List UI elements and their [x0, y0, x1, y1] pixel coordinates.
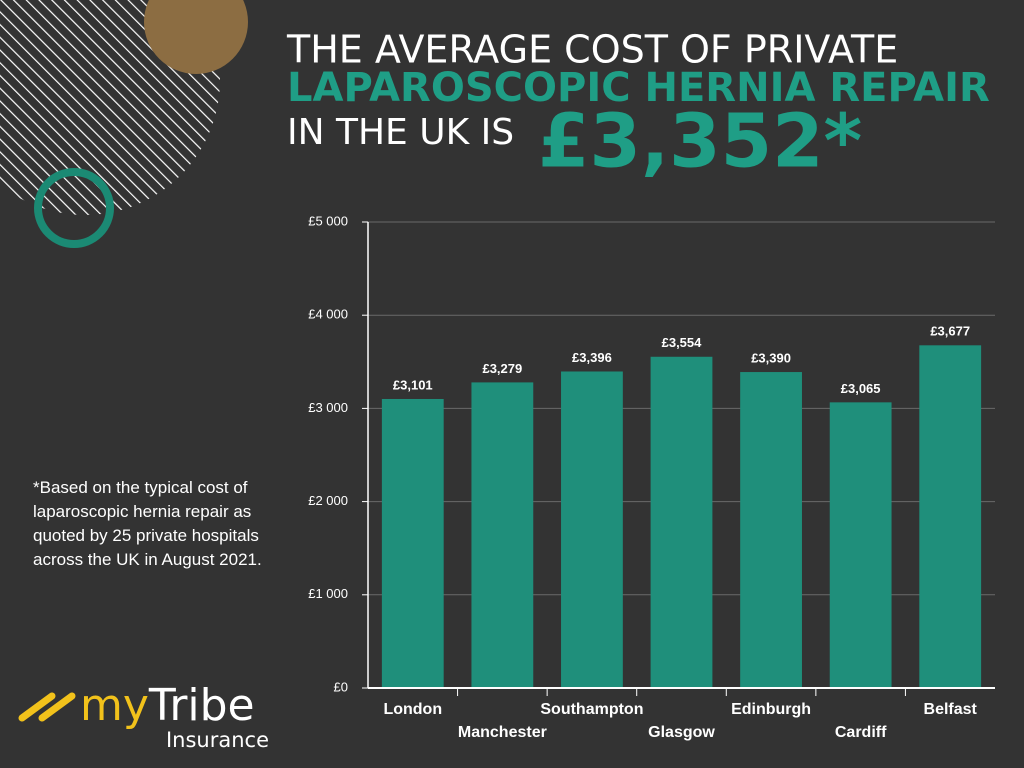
bar — [829, 402, 892, 688]
value-label: £3,677 — [930, 324, 970, 339]
bar — [471, 382, 534, 688]
logo-text: myTribe — [80, 680, 255, 731]
x-tick-label: Glasgow — [648, 724, 715, 741]
x-tick-label: Cardiff — [835, 724, 887, 741]
y-tick-label: £0 — [334, 679, 348, 694]
chart: £0 £1 000 £2 000 £3 000 £4 000 £5 000 £3,101 Lo… — [308, 213, 995, 741]
bar — [381, 398, 444, 688]
y-tick-label: £1 000 — [308, 586, 348, 601]
bar — [740, 372, 802, 688]
decor-circle — [144, 0, 248, 74]
x-tick-label: Belfast — [924, 701, 978, 718]
footnote: *Based on the typical cost of laparoscop… — [33, 478, 262, 569]
logo-mark — [18, 692, 76, 722]
x-tick-label: Southampton — [540, 701, 643, 718]
logo: myTribe Insurance — [18, 680, 269, 752]
bar — [561, 371, 623, 688]
x-tick-label: Manchester — [458, 724, 547, 741]
headline: THE AVERAGE COST OF PRIVATE — [286, 28, 898, 72]
value-label: £3,101 — [393, 377, 433, 392]
x-tick-label: London — [383, 701, 442, 718]
value-label: £3,279 — [482, 361, 522, 376]
x-tick-label: Edinburgh — [731, 701, 811, 718]
bar — [650, 356, 713, 688]
headline: LAPAROSCOPIC HERNIA REPAIR — [287, 65, 990, 111]
logo-my: my — [80, 680, 149, 731]
headline: IN THE UK IS — [287, 112, 514, 153]
value-label: £3,396 — [572, 350, 612, 365]
logo-tribe: Tribe — [148, 680, 255, 731]
value-label: £3,065 — [841, 381, 881, 396]
bar — [919, 345, 982, 688]
value-label: £3,554 — [662, 335, 703, 350]
y-tick-label: £2 000 — [308, 493, 348, 508]
y-tick-label: £3 000 — [308, 400, 348, 415]
logo-sub: Insurance — [166, 728, 269, 752]
value-label: £3,390 — [751, 350, 791, 365]
y-tick-label: £5 000 — [308, 213, 348, 228]
y-tick-label: £4 000 — [308, 307, 348, 322]
headline-figure: £3,352* — [538, 99, 862, 185]
decor-ring — [34, 168, 114, 248]
